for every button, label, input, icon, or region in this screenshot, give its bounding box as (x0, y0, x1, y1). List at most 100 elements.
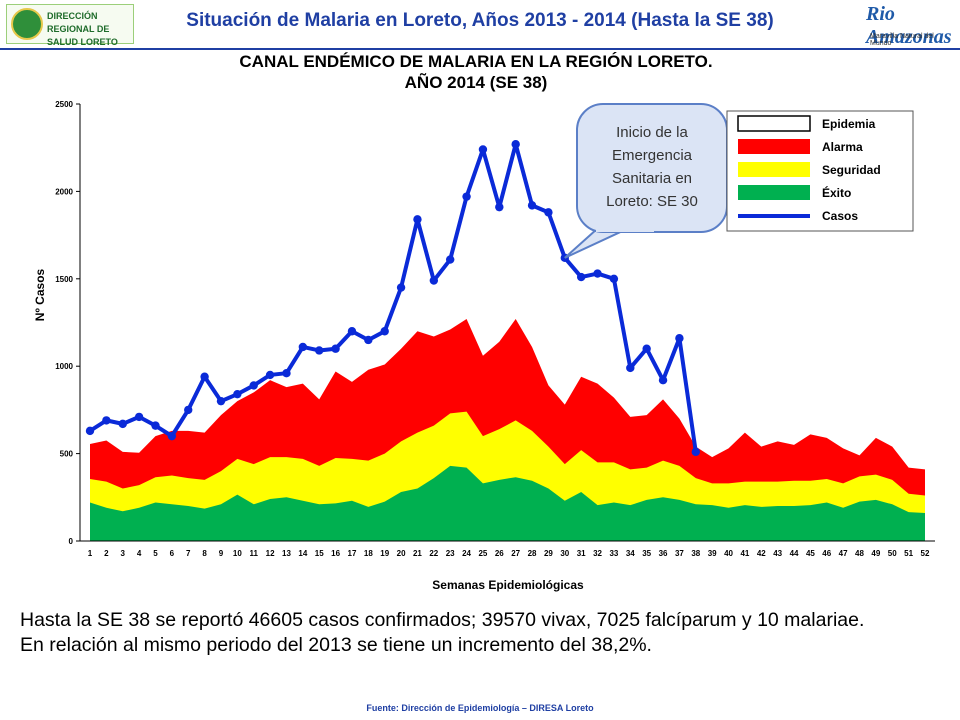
casos-point (544, 208, 553, 217)
y-tick-label: 2000 (55, 187, 73, 196)
x-tick-label: 23 (446, 549, 455, 558)
x-tick-label: 19 (380, 549, 389, 558)
x-tick-label: 16 (331, 549, 340, 558)
casos-point (527, 201, 537, 210)
legend-alarma-swatch (738, 139, 810, 154)
y-tick-label: 500 (60, 450, 74, 459)
x-tick-label: 39 (708, 549, 717, 558)
casos-point (216, 396, 226, 406)
x-tick-label: 35 (642, 549, 651, 558)
y-tick-label: 1000 (55, 362, 73, 371)
legend-seguridad-label: Seguridad (822, 163, 881, 177)
casos-point (118, 419, 127, 429)
casos-point (495, 202, 504, 212)
callout-text-line: Emergencia (612, 147, 693, 164)
x-tick-label: 37 (675, 549, 684, 558)
x-tick-label: 47 (839, 549, 848, 558)
casos-point (609, 274, 619, 283)
x-tick-label: 40 (724, 549, 733, 558)
callout-text-line: Inicio de la (616, 124, 688, 141)
casos-point (413, 215, 422, 224)
x-tick-label: 51 (904, 549, 913, 558)
chart-subtitle: AÑO 2014 (SE 38) (405, 72, 548, 92)
casos-point (576, 272, 586, 282)
summary-line-1: Hasta la SE 38 se reportó 46605 casos co… (20, 609, 865, 631)
area-bands (90, 319, 925, 541)
casos-point (167, 431, 177, 441)
cases-line-layer (85, 140, 700, 457)
casos-point (658, 375, 668, 385)
x-tick-label: 25 (478, 549, 487, 558)
summary-text: Hasta la SE 38 se reportó 46605 casos co… (20, 608, 945, 658)
x-tick-label: 14 (298, 549, 307, 558)
x-tick-label: 18 (364, 549, 373, 558)
x-tick-label: 2 (104, 549, 109, 558)
x-tick-label: 30 (560, 549, 569, 558)
casos-point (364, 335, 373, 345)
x-tick-label: 43 (773, 549, 782, 558)
x-tick-label: 6 (170, 549, 175, 558)
chart-title: CANAL ENDÉMICO DE MALARIA EN LA REGIÓN L… (239, 52, 712, 71)
x-tick-label: 44 (790, 549, 799, 558)
casos-point (429, 276, 439, 285)
legend-seguridad-swatch (738, 162, 810, 177)
legend-alarma-label: Alarma (822, 140, 863, 154)
x-tick-label: 33 (609, 549, 618, 558)
casos-point (626, 363, 635, 373)
casos-point (511, 140, 520, 149)
header-divider (0, 48, 960, 50)
legend-exito-swatch (738, 185, 810, 200)
x-tick-label: 27 (511, 549, 520, 558)
x-tick-label: 4 (137, 549, 142, 558)
rio-amazonas-brand: Rio Amazonas (866, 3, 952, 48)
diresa-logo-text: DIRECCIÓN REGIONAL DE SALUD LORETO (47, 11, 118, 47)
casos-point (462, 192, 471, 201)
casos-point (315, 346, 324, 355)
x-tick-label: 20 (397, 549, 406, 558)
x-tick-label: 52 (921, 549, 930, 558)
x-tick-label: 17 (348, 549, 357, 558)
casos-point (200, 372, 209, 381)
casos-point (593, 269, 602, 278)
x-tick-label: 45 (806, 549, 815, 558)
exito-band (90, 465, 925, 541)
legend-exito-label: Éxito (822, 185, 851, 200)
summary-line-2: En relación al mismo periodo del 2013 se… (20, 634, 652, 656)
casos-point (347, 327, 357, 336)
slide-title: Situación de Malaria en Loreto, Años 201… (186, 10, 774, 31)
legend-casos-label: Casos (822, 209, 858, 223)
x-tick-label: 42 (757, 549, 766, 558)
x-tick-label: 31 (577, 549, 586, 558)
casos-point (134, 412, 144, 422)
casos-point (691, 447, 700, 457)
y-tick-label: 0 (69, 537, 74, 546)
x-tick-label: 28 (528, 549, 537, 558)
x-tick-label: 8 (202, 549, 207, 558)
casos-point (85, 426, 95, 436)
casos-point (282, 368, 291, 378)
callout-text-line: Loreto: SE 30 (606, 193, 698, 210)
x-tick-label: 1 (88, 549, 93, 558)
casos-point (184, 405, 193, 415)
casos-point (396, 283, 406, 292)
x-tick-label: 48 (855, 549, 864, 558)
x-tick-label: 10 (233, 549, 242, 558)
casos-point (675, 334, 684, 343)
x-tick-label: 21 (413, 549, 422, 558)
x-tick-label: 32 (593, 549, 602, 558)
x-tick-label: 34 (626, 549, 635, 558)
casos-point (102, 416, 111, 425)
casos-point (445, 255, 455, 264)
x-tick-label: 9 (219, 549, 224, 558)
y-axis-label: Nº Casos (33, 268, 47, 321)
callout-joint (596, 218, 654, 232)
x-tick-label: 3 (121, 549, 126, 558)
x-tick-label: 13 (282, 549, 291, 558)
x-tick-label: 5 (153, 549, 158, 558)
endemic-channel-chart: CANAL ENDÉMICO DE MALARIA EN LA REGIÓN L… (33, 52, 935, 592)
legend-epidemia-label: Epidemia (822, 117, 876, 131)
x-tick-label: 49 (871, 549, 880, 558)
casos-point (265, 370, 275, 380)
rio-amazonas-tagline: Maravilla Natural del Mundo (870, 33, 934, 47)
casos-point (478, 145, 488, 154)
